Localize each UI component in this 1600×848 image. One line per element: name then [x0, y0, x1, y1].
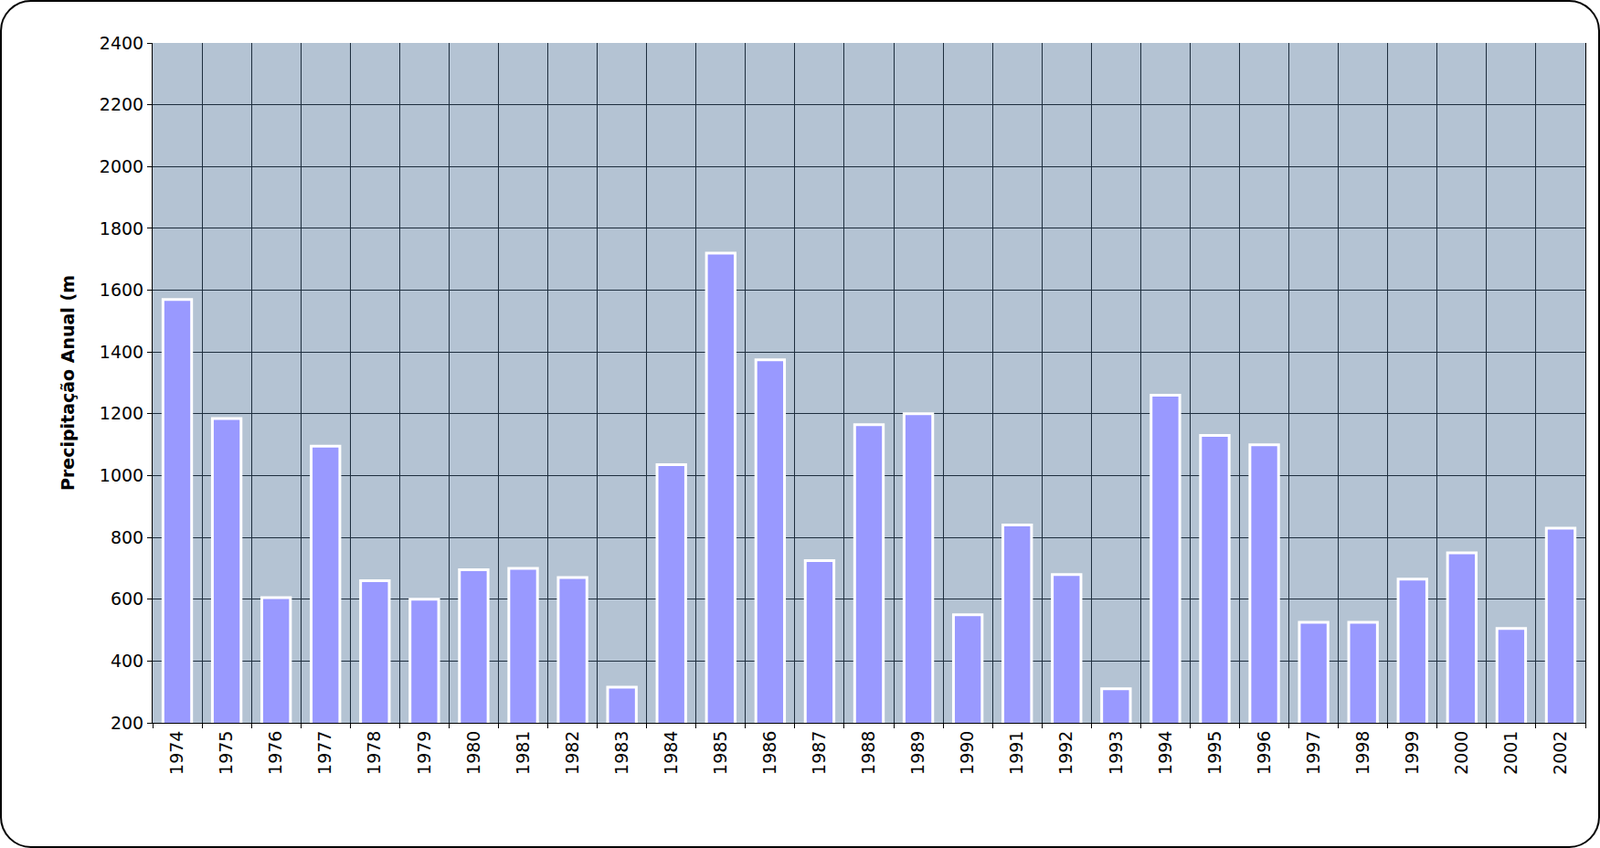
svg-text:1979: 1979 — [413, 731, 435, 775]
svg-text:2000: 2000 — [99, 156, 144, 177]
svg-text:1990: 1990 — [956, 731, 977, 775]
svg-text:1985: 1985 — [709, 731, 731, 775]
svg-text:1993: 1993 — [1105, 731, 1126, 775]
svg-text:200: 200 — [110, 712, 144, 733]
svg-text:1983: 1983 — [611, 731, 632, 775]
svg-text:1999: 1999 — [1401, 731, 1422, 775]
svg-text:1980: 1980 — [463, 731, 484, 775]
svg-text:1992: 1992 — [1055, 731, 1076, 775]
svg-text:Precipitação Anual (m: Precipitação Anual (m — [57, 275, 78, 491]
svg-text:1994: 1994 — [1154, 731, 1176, 775]
svg-text:1000: 1000 — [99, 465, 144, 486]
svg-text:2200: 2200 — [99, 94, 144, 115]
svg-text:1600: 1600 — [99, 279, 144, 300]
svg-text:1989: 1989 — [907, 731, 928, 775]
svg-text:2400: 2400 — [99, 32, 144, 53]
svg-text:1981: 1981 — [512, 731, 533, 775]
svg-text:1400: 1400 — [99, 341, 144, 362]
svg-text:1984: 1984 — [660, 731, 681, 775]
svg-text:1800: 1800 — [99, 218, 144, 239]
svg-text:1976: 1976 — [264, 731, 286, 775]
svg-text:1986: 1986 — [759, 731, 780, 775]
svg-text:800: 800 — [110, 527, 144, 548]
svg-text:2001: 2001 — [1500, 731, 1521, 775]
svg-text:1974: 1974 — [166, 731, 187, 775]
svg-text:1988: 1988 — [858, 731, 879, 775]
svg-text:600: 600 — [110, 588, 144, 609]
svg-text:1997: 1997 — [1303, 731, 1324, 775]
svg-text:1975: 1975 — [215, 731, 236, 775]
svg-text:2000: 2000 — [1451, 731, 1472, 775]
svg-text:1200: 1200 — [99, 402, 144, 424]
svg-text:1995: 1995 — [1204, 731, 1225, 775]
svg-text:1978: 1978 — [363, 731, 384, 775]
svg-text:400: 400 — [110, 650, 144, 671]
svg-text:1991: 1991 — [1006, 731, 1027, 775]
svg-text:2002: 2002 — [1549, 731, 1570, 775]
svg-text:1998: 1998 — [1352, 731, 1373, 775]
svg-text:1996: 1996 — [1253, 731, 1274, 775]
svg-text:1982: 1982 — [561, 731, 583, 775]
svg-text:1977: 1977 — [314, 731, 335, 775]
svg-text:1987: 1987 — [808, 731, 829, 775]
